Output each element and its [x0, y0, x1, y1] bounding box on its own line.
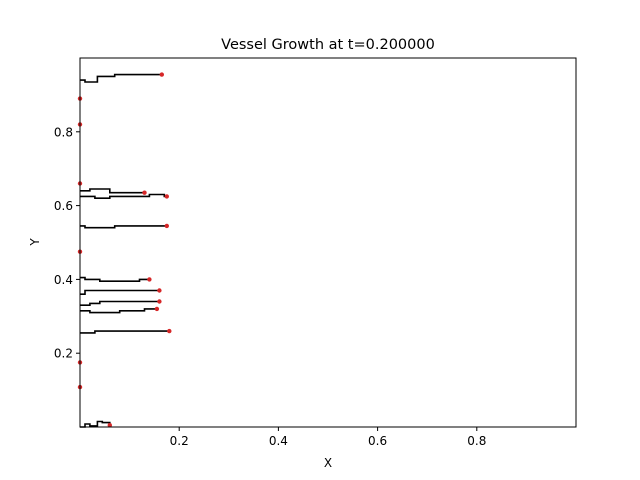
vessel-tip-6	[164, 194, 169, 199]
y-tick-label: 0.4	[54, 273, 73, 287]
chart-title: Vessel Growth at t=0.200000	[221, 37, 435, 53]
vessel-tip-1	[159, 72, 164, 77]
vessel-tip-13	[167, 328, 172, 334]
vessel-line-1	[80, 73, 162, 83]
vessel-tip-9	[147, 277, 152, 282]
x-tick-label: 0.2	[170, 434, 189, 448]
x-tick-label: 0.4	[269, 434, 288, 448]
y-axis-ticks: 0.2 0.4 0.6 0.8	[54, 125, 80, 361]
vessel-line-4	[80, 225, 167, 229]
y-axis-label: Y	[28, 238, 42, 247]
vessel-tip-11	[157, 299, 162, 304]
vessel-line-7	[80, 300, 160, 307]
vessel-line-8	[80, 308, 157, 314]
vessel-tip-5	[142, 190, 147, 195]
vessel-line-3	[80, 193, 167, 199]
y-tick-label: 0.8	[54, 125, 73, 139]
vessel-tip-12	[154, 306, 160, 312]
vessel-lines	[80, 73, 170, 428]
vessel-tips	[77, 72, 172, 428]
x-axis-ticks: 0.2 0.4 0.6 0.8	[170, 427, 486, 448]
vessel-tip-7	[164, 223, 169, 229]
x-tick-label: 0.6	[368, 434, 387, 448]
plot-frame	[79, 57, 577, 428]
y-tick-label: 0.2	[54, 347, 73, 361]
x-tick-label: 0.8	[467, 434, 486, 448]
vessel-line-2	[80, 188, 145, 194]
vessel-tip-10	[157, 288, 162, 293]
vessel-line-9	[80, 330, 170, 334]
vessel-line-5	[80, 276, 150, 283]
vessel-line-10	[80, 420, 111, 428]
y-tick-label: 0.6	[54, 199, 73, 213]
x-axis-label: X	[324, 456, 332, 470]
vessel-line-6	[80, 289, 160, 296]
vessel-tip-16	[107, 423, 113, 428]
